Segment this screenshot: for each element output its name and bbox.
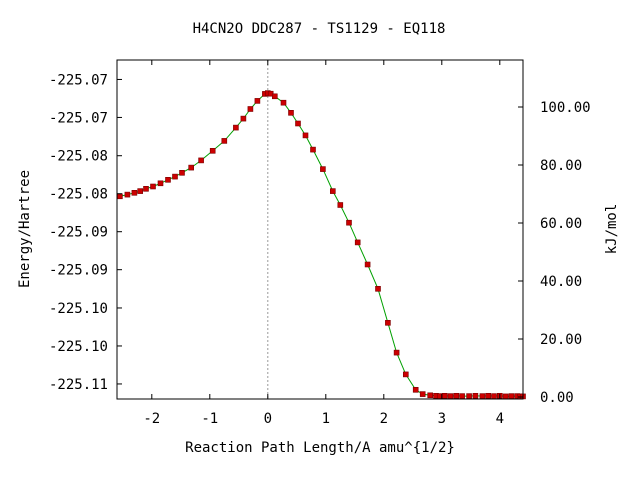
x-tick-label: -1: [201, 411, 218, 427]
data-point: [288, 110, 294, 116]
series-points: [117, 90, 526, 400]
right-tick-label: 40.00: [540, 274, 582, 290]
data-point: [302, 132, 309, 139]
data-point: [165, 177, 171, 183]
data-point: [364, 261, 371, 268]
right-tick-label: 80.00: [540, 158, 582, 174]
x-tick-label: 1: [322, 411, 330, 427]
left-tick-label: -225.10: [49, 301, 108, 317]
right-tick-label: 100.00: [540, 100, 591, 116]
data-point: [320, 166, 326, 172]
data-point: [143, 186, 149, 192]
right-tick-label: 60.00: [540, 216, 582, 232]
data-point: [295, 120, 301, 127]
right-axis: 0.00 20.00 40.00 60.00 80.00 100.00: [518, 100, 591, 406]
left-tick-label: -225.08: [49, 149, 108, 165]
data-point: [329, 188, 336, 194]
data-point: [447, 393, 454, 399]
data-point: [441, 392, 448, 399]
data-point: [508, 393, 515, 399]
data-point: [502, 393, 509, 400]
data-point: [131, 190, 138, 196]
x-tick-label: -2: [143, 411, 160, 427]
data-point: [271, 93, 278, 100]
series-line: [119, 92, 523, 397]
data-point: [402, 371, 409, 378]
chart-title: H4CN2O DDC287 - TS1129 - EQ118: [193, 21, 446, 37]
right-tick-label: 0.00: [540, 390, 574, 406]
data-point: [337, 202, 344, 208]
data-point: [209, 148, 216, 154]
data-point: [254, 98, 261, 104]
x-axis: -2 -1 0 1 2 3 4: [143, 60, 504, 427]
right-tick-label: 20.00: [540, 332, 582, 348]
x-tick-label: 3: [438, 411, 446, 427]
x-tick-label: 0: [264, 411, 272, 427]
data-point: [179, 170, 185, 176]
data-point: [412, 386, 419, 393]
data-point: [491, 393, 497, 399]
left-tick-label: -225.07: [49, 110, 108, 126]
x-axis-label: Reaction Path Length/A amu^{1/2}: [185, 440, 455, 456]
right-axis-label: kJ/mol: [604, 204, 620, 255]
data-point: [419, 391, 426, 397]
data-point: [393, 349, 400, 356]
left-tick-label: -225.09: [49, 225, 108, 241]
series-curve: [119, 92, 523, 397]
data-point: [310, 146, 316, 153]
data-point: [137, 188, 143, 194]
left-tick-label: -225.07: [49, 72, 108, 88]
x-tick-label: 2: [380, 411, 388, 427]
data-point: [247, 106, 254, 112]
left-axis: -225.07 -225.07 -225.08 -225.08 -225.09 -225.…: [49, 72, 122, 393]
data-point: [459, 393, 465, 399]
data-point: [117, 193, 123, 200]
data-point: [479, 393, 486, 399]
left-axis-label: Energy/Hartree: [17, 170, 33, 288]
data-point: [150, 183, 156, 190]
x-tick-label: 4: [496, 411, 504, 427]
data-point: [354, 239, 361, 246]
data-point: [157, 180, 164, 187]
left-tick-label: -225.11: [49, 377, 108, 393]
left-tick-label: -225.08: [49, 187, 108, 203]
data-point: [221, 138, 228, 144]
data-point: [188, 164, 194, 171]
data-point: [375, 285, 381, 292]
data-point: [240, 115, 247, 122]
data-point: [172, 173, 178, 180]
data-point: [466, 393, 472, 399]
data-point: [472, 392, 479, 399]
left-tick-label: -225.10: [49, 339, 108, 355]
data-point: [280, 99, 287, 106]
data-point: [453, 392, 460, 399]
data-point: [485, 392, 492, 399]
left-tick-label: -225.09: [49, 263, 108, 279]
data-point: [124, 191, 131, 198]
data-point: [385, 319, 391, 326]
data-point: [233, 124, 239, 131]
data-point: [346, 219, 352, 226]
data-point: [427, 392, 434, 399]
plot-frame: [116, 59, 524, 400]
data-point: [198, 157, 204, 164]
